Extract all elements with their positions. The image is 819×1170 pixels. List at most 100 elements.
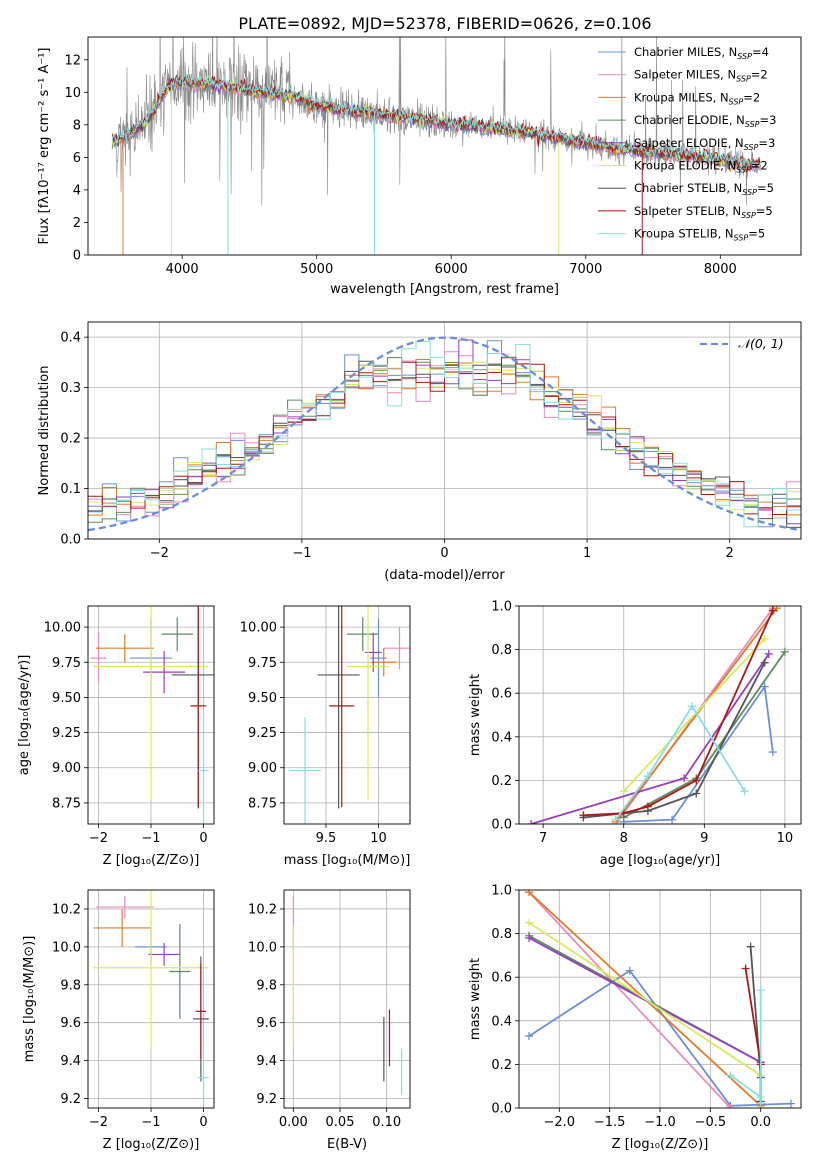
weight-marker — [692, 789, 701, 798]
weight-marker — [756, 986, 765, 995]
axes-frame — [87, 321, 802, 540]
y-tick-label: 0.0 — [491, 818, 512, 833]
x-axis-label: wavelength [Angstrom, rest frame] — [330, 282, 559, 297]
weight-marker — [756, 1099, 765, 1108]
weight-marker — [760, 634, 769, 643]
y-tick-label: 0.6 — [491, 971, 512, 986]
weight-marker — [760, 658, 769, 667]
x-axis-label: mass [log₁₀(M/M⊙)] — [284, 853, 411, 868]
residuals-panel: −2 −1 0 1 2 0.0 0.1 0.2 0.3 0.4 Normed distributio… — [37, 321, 802, 583]
weight-marker — [760, 682, 769, 691]
x-axis-label: age [log₁₀(age/yr)] — [600, 853, 721, 868]
weight-marker — [527, 820, 536, 824]
mass-vs-Z-panel: −2 −1 0 9.2 9.4 9.6 9.8 10.0 10.2 mass [log₁₀(M/M… — [22, 889, 215, 1152]
y-tick-label: 2 — [73, 216, 81, 231]
x-tick-label: 2 — [726, 546, 734, 561]
y-tick-label: 0.3 — [60, 381, 81, 396]
histogram-salpeter-stelib — [88, 357, 801, 515]
weight-line-kroupa-stelib — [614, 704, 746, 821]
x-tick-label: 1 — [583, 546, 591, 561]
x-axis-label: Z [log₁₀(Z/Z⊙)] — [103, 853, 200, 868]
y-tick-label: 4 — [73, 183, 81, 198]
y-tick-label: 0.4 — [491, 1014, 512, 1029]
x-tick-label: 6000 — [435, 262, 468, 277]
y-tick-label: 0.4 — [60, 331, 81, 346]
y-tick-label: 12 — [64, 53, 81, 68]
axes-frame — [87, 605, 215, 825]
y-tick-label: 9.75 — [248, 656, 277, 671]
age-vs-mass-panel: 9.5 10 8.75 9.00 9.25 9.50 9.75 10.00 mass [log₁… — [240, 605, 411, 868]
weight-lines-group — [525, 890, 795, 1108]
weight-line-chabrier-miles — [623, 684, 774, 823]
y-tick-label: 0.1 — [60, 482, 81, 497]
y-tick-label: 6 — [73, 151, 81, 166]
x-tick-label: −1 — [141, 1115, 160, 1130]
weight-marker — [692, 776, 701, 785]
weight-marker — [525, 890, 534, 897]
x-tick-label: −1.5 — [594, 1115, 626, 1130]
mass-vs-EBV-panel: 0.00 0.05 0.10 9.2 9.4 9.6 9.8 10.0 10.2 E(B-V) — [248, 889, 411, 1152]
y-tick-label: 8.75 — [52, 796, 81, 811]
x-tick-label: 0.05 — [326, 1115, 355, 1130]
x-tick-label: −2 — [150, 546, 169, 561]
weight-marker — [741, 964, 750, 973]
x-tick-label: 0.00 — [279, 1115, 308, 1130]
y-tick-label: 0.2 — [60, 432, 81, 447]
x-tick-label: 5000 — [300, 262, 333, 277]
y-tick-label: 9.00 — [52, 761, 81, 776]
weight-marker — [768, 748, 777, 757]
axes-frame — [518, 605, 802, 825]
legend-label: Chabrier MILES, NSSP=4 — [634, 45, 769, 61]
x-tick-label: 0.10 — [372, 1115, 401, 1130]
axes-frame — [283, 889, 411, 1109]
y-tick-label: 9.25 — [248, 726, 277, 741]
weight-marker — [740, 787, 749, 796]
y-tick-label: 1.0 — [491, 600, 512, 615]
y-tick-label: 9.6 — [60, 1016, 81, 1031]
weight-marker — [772, 606, 781, 613]
y-axis-label: age [log₁₀(age/yr)] — [17, 655, 32, 776]
x-tick-label: −2 — [89, 1115, 108, 1130]
weight-line-chabrier-stelib — [749, 946, 762, 1102]
x-tick-label: −1 — [141, 831, 160, 846]
weight-marker — [768, 606, 777, 615]
legend-label: 𝒩(0, 1) — [738, 336, 784, 351]
weight-line-kroupa-miles — [614, 607, 778, 823]
y-tick-label: 9.2 — [256, 1092, 277, 1107]
y-tick-label: 0.6 — [491, 687, 512, 702]
y-axis-label: Flux [fλ10⁻¹⁷ erg cm⁻² s⁻¹ A⁻¹] — [37, 48, 52, 245]
y-tick-label: 9.50 — [52, 691, 81, 706]
x-axis-label: E(B-V) — [327, 1137, 367, 1152]
weight-marker — [525, 918, 534, 927]
weight-marker — [525, 1032, 534, 1041]
x-tick-label: −2.0 — [543, 1115, 575, 1130]
y-tick-label: 8 — [73, 118, 81, 133]
x-tick-label: 8 — [620, 831, 628, 846]
legend-label: Chabrier STELIB, NSSP=5 — [634, 181, 774, 197]
model-line-salpeter-stelib — [111, 75, 761, 169]
y-axis-label: mass [log₁₀(M/M⊙)] — [22, 936, 37, 1063]
x-tick-label: 9 — [700, 831, 708, 846]
y-tick-label: 9.2 — [60, 1092, 81, 1107]
weight-vs-Z-panel: −2.0 −1.5 −1.0 −0.5 0.0 0.0 0.2 0.4 0.6 0.8 1.0 mas… — [468, 884, 802, 1152]
errorbar-group — [289, 606, 410, 824]
y-tick-label: 10.2 — [52, 902, 81, 917]
y-tick-label: 10.00 — [240, 621, 277, 636]
x-axis-label: Z [log₁₀(Z/Z⊙)] — [103, 1137, 200, 1152]
weight-marker — [643, 772, 652, 781]
x-tick-label: 9.5 — [316, 831, 337, 846]
x-tick-label: 4000 — [166, 262, 199, 277]
weight-line-salpeter-elodie — [528, 937, 762, 1063]
figure-title: PLATE=0892, MJD=52378, FIBERID=0626, z=0… — [238, 14, 651, 33]
y-tick-label: 9.75 — [52, 656, 81, 671]
errorbar-group — [93, 890, 209, 1108]
histogram-kroupa-stelib — [88, 340, 801, 528]
y-tick-label: 0.2 — [491, 774, 512, 789]
histogram-group — [88, 336, 801, 532]
y-tick-label: 1.0 — [491, 884, 512, 899]
weight-vs-age-panel: 7 8 9 10 0.0 0.2 0.4 0.6 0.8 1.0 mass weight age [l… — [468, 600, 802, 868]
weight-line-kroupa-stelib — [729, 990, 762, 1104]
x-tick-label: 10 — [370, 831, 387, 846]
y-tick-label: 9.8 — [60, 978, 81, 993]
weight-line-salpeter-elodie — [530, 653, 770, 824]
